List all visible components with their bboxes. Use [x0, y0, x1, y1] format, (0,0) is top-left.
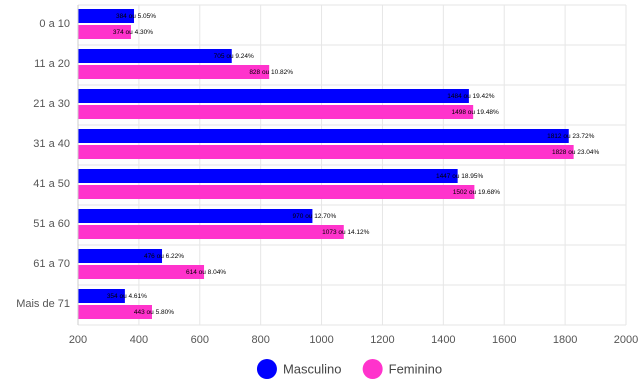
- x-tick-label: 400: [130, 334, 148, 346]
- category-label: 31 a 40: [33, 138, 70, 150]
- legend-swatch[interactable]: [256, 359, 277, 379]
- bar-feminino[interactable]: [78, 25, 131, 39]
- bar-feminino[interactable]: [78, 265, 205, 279]
- category-label: 41 a 50: [33, 178, 70, 190]
- bar-masculino[interactable]: [78, 9, 135, 23]
- data-label: 705 ou 9.24%: [214, 53, 254, 60]
- bar-masculino[interactable]: [78, 49, 232, 63]
- category-label: 11 a 20: [34, 58, 70, 70]
- data-label: 828 ou 10.82%: [249, 69, 293, 76]
- data-label: 476 ou 6.22%: [144, 253, 184, 260]
- x-tick-label: 800: [251, 334, 269, 346]
- category-label: 21 a 30: [33, 98, 70, 110]
- category-label: Mais de 71: [16, 298, 70, 310]
- legend-swatch[interactable]: [362, 359, 383, 379]
- x-tick-label: 1000: [309, 334, 333, 346]
- bar-feminino[interactable]: [78, 145, 574, 159]
- data-label: 443 ou 5.80%: [134, 309, 174, 316]
- data-label: 1073 ou 14.12%: [322, 229, 370, 236]
- x-tick-label: 1800: [553, 334, 577, 346]
- bar-masculino[interactable]: [78, 209, 313, 223]
- bar-masculino[interactable]: [78, 289, 125, 303]
- data-label: 1812 ou 23.72%: [547, 133, 595, 140]
- data-label: 384 ou 5.05%: [116, 13, 156, 20]
- data-label: 614 ou 8.04%: [186, 269, 226, 276]
- bar-masculino[interactable]: [78, 129, 569, 143]
- category-label: 61 a 70: [33, 258, 70, 270]
- data-label: 374 ou 4.30%: [113, 29, 153, 36]
- bar-masculino[interactable]: [78, 169, 458, 183]
- category-label: 51 a 60: [33, 218, 70, 230]
- legend-label[interactable]: Feminino: [389, 361, 442, 376]
- bar-masculino[interactable]: [78, 249, 163, 263]
- axes: 200 400 600 800 1000 1200 1400 1600 1800 2000 0 a …: [16, 5, 638, 346]
- category-label: 0 a 10: [39, 18, 70, 30]
- x-tick-label: 1600: [492, 334, 516, 346]
- data-label: 970 ou 12.70%: [293, 213, 337, 220]
- x-tick-label: 2000: [614, 334, 638, 346]
- x-tick-label: 1400: [431, 334, 455, 346]
- bar-feminino[interactable]: [78, 225, 344, 239]
- x-tick-label: 1200: [370, 334, 394, 346]
- data-label: 354 ou 4.61%: [107, 293, 147, 300]
- x-tick-label: 200: [69, 334, 87, 346]
- bar-feminino[interactable]: [78, 185, 475, 199]
- bars: [78, 9, 574, 319]
- data-label: 1484 ou 19.42%: [447, 93, 495, 100]
- data-label: 1447 ou 18.95%: [436, 173, 484, 180]
- x-tick-label: 600: [191, 334, 209, 346]
- bar-feminino[interactable]: [78, 65, 270, 79]
- bar-masculino[interactable]: [78, 89, 469, 103]
- grid-lines: [77, 4, 627, 326]
- bar-feminino[interactable]: [78, 305, 152, 319]
- legend[interactable]: Masculino Feminino: [256, 359, 442, 379]
- bar-feminino[interactable]: [78, 105, 474, 119]
- legend-label[interactable]: Masculino: [283, 361, 342, 376]
- data-label: 1498 ou 19.48%: [451, 109, 499, 116]
- data-labels: 384 ou 5.05% 374 ou 4.30% 705 ou 9.24% 828 …: [107, 13, 600, 316]
- data-label: 1828 ou 23.04%: [552, 149, 600, 156]
- data-label: 1502 ou 19.68%: [453, 189, 501, 196]
